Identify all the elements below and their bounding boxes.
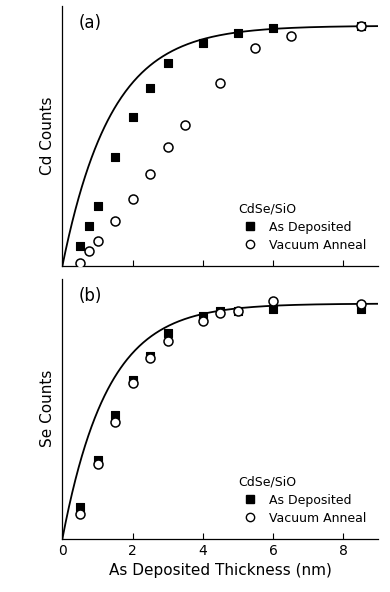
As Deposited (129, 375, 136, 385)
Vacuum Anneal (85, 246, 92, 256)
Vacuum Anneal (94, 460, 101, 469)
Vacuum Anneal (200, 316, 206, 326)
Vacuum Anneal (94, 236, 101, 246)
Vacuum Anneal (217, 309, 223, 318)
Vacuum Anneal (165, 142, 171, 152)
As Deposited (94, 455, 101, 464)
As Deposited (358, 304, 364, 313)
Vacuum Anneal (165, 336, 171, 346)
Legend: As Deposited, Vacuum Anneal: As Deposited, Vacuum Anneal (235, 473, 369, 527)
As Deposited (358, 21, 364, 30)
As Deposited (94, 202, 101, 211)
Vacuum Anneal (112, 417, 118, 427)
Vacuum Anneal (358, 21, 364, 30)
As Deposited (77, 502, 83, 511)
As Deposited (147, 83, 153, 92)
Text: (b): (b) (78, 287, 101, 305)
As Deposited (270, 24, 276, 33)
Vacuum Anneal (129, 378, 136, 388)
As Deposited (129, 112, 136, 122)
As Deposited (235, 28, 241, 38)
Vacuum Anneal (270, 297, 276, 306)
As Deposited (217, 306, 223, 316)
Vacuum Anneal (252, 43, 259, 53)
Vacuum Anneal (147, 169, 153, 179)
Vacuum Anneal (112, 217, 118, 226)
As Deposited (77, 242, 83, 251)
As Deposited (165, 58, 171, 67)
Text: (a): (a) (78, 14, 101, 32)
Vacuum Anneal (358, 299, 364, 308)
Vacuum Anneal (147, 353, 153, 363)
As Deposited (147, 351, 153, 361)
Legend: As Deposited, Vacuum Anneal: As Deposited, Vacuum Anneal (235, 200, 369, 255)
As Deposited (165, 329, 171, 338)
As Deposited (235, 306, 241, 316)
Vacuum Anneal (182, 120, 188, 130)
As Deposited (85, 221, 92, 231)
As Deposited (112, 152, 118, 162)
As Deposited (200, 38, 206, 48)
Vacuum Anneal (77, 259, 83, 268)
Vacuum Anneal (129, 194, 136, 204)
Vacuum Anneal (217, 78, 223, 88)
Vacuum Anneal (77, 509, 83, 519)
X-axis label: As Deposited Thickness (nm): As Deposited Thickness (nm) (109, 563, 332, 578)
Vacuum Anneal (287, 31, 294, 40)
As Deposited (112, 410, 118, 420)
Y-axis label: Se Counts: Se Counts (41, 370, 55, 448)
Y-axis label: Cd Counts: Cd Counts (41, 96, 55, 175)
As Deposited (270, 304, 276, 313)
Vacuum Anneal (235, 306, 241, 316)
As Deposited (200, 311, 206, 321)
